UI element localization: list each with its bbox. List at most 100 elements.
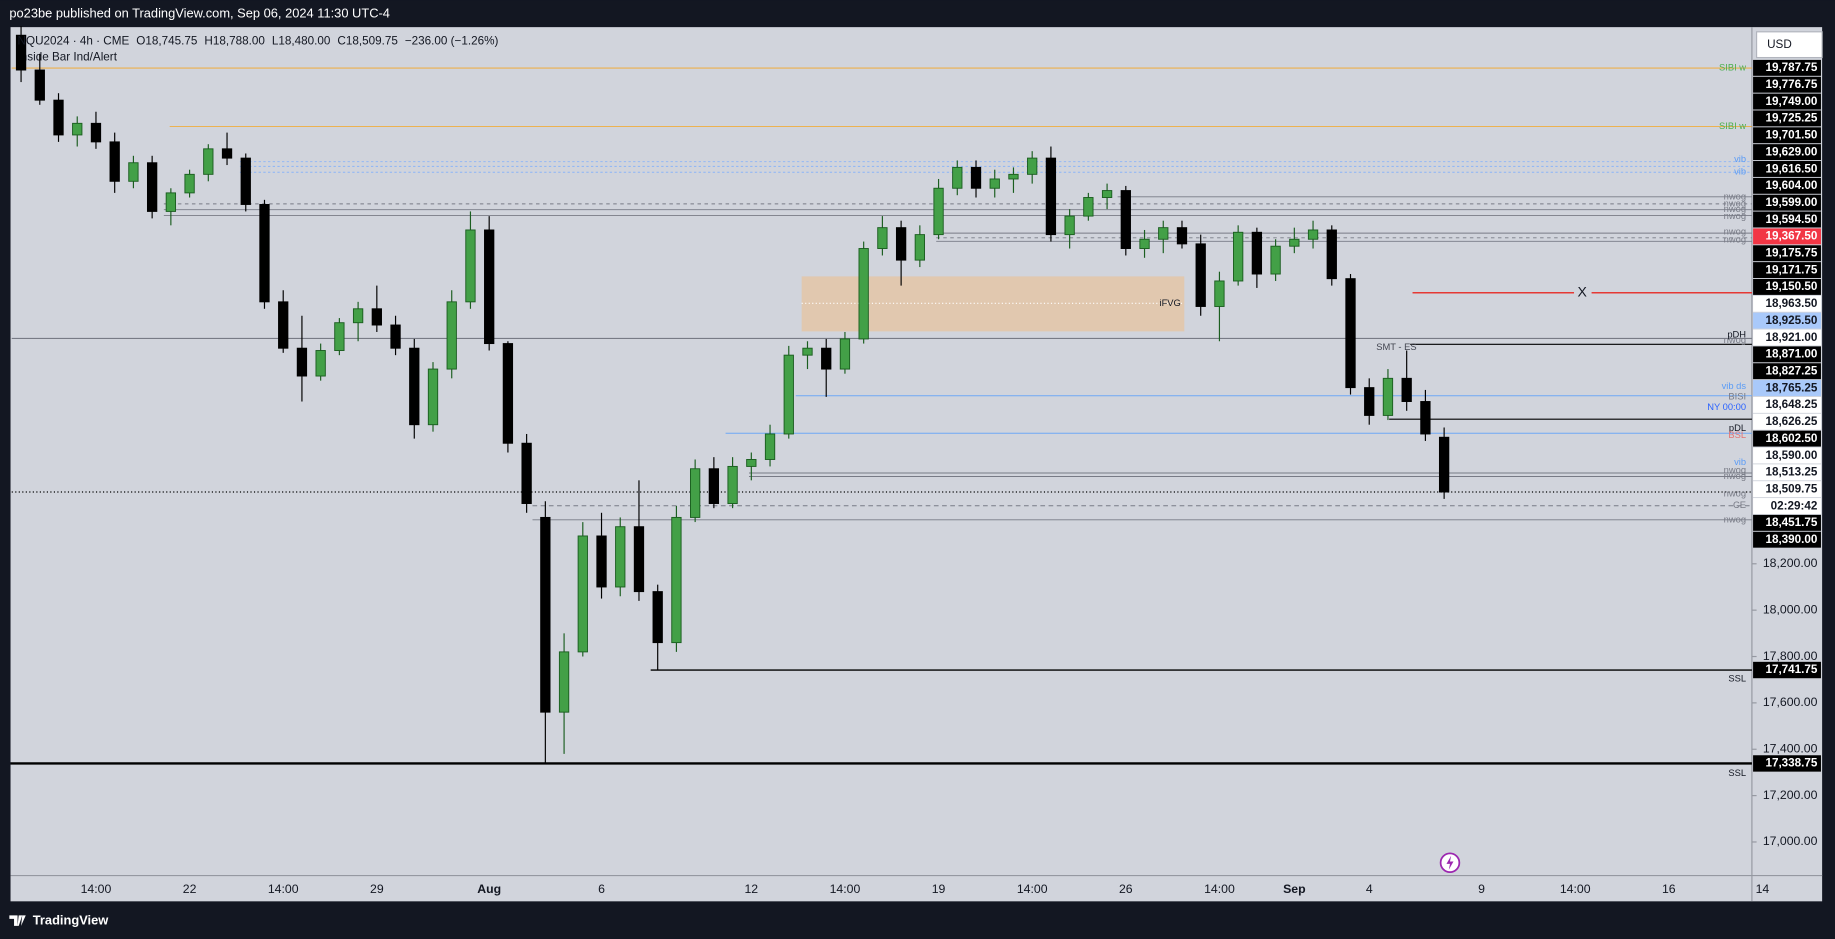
price-flag-label: 19,749.00 bbox=[1765, 95, 1817, 108]
price-flag-label: 19,367.50 bbox=[1765, 230, 1817, 243]
candle-body bbox=[821, 347, 832, 370]
candle-body bbox=[502, 343, 514, 444]
y-tick-label: 17,600.00 bbox=[1763, 695, 1818, 709]
candle-body bbox=[615, 526, 626, 588]
candle-body bbox=[109, 141, 120, 182]
annotation: SIBI w bbox=[1719, 63, 1746, 73]
price-flag bbox=[1753, 228, 1821, 245]
legend-item: NQU2024 · 4h · CME bbox=[18, 34, 130, 47]
candle-body bbox=[1438, 436, 1450, 493]
price-flag-label: 19,150.50 bbox=[1765, 280, 1817, 293]
price-flag bbox=[1753, 110, 1821, 127]
x-tick-label: 29 bbox=[370, 882, 384, 896]
price-flag-label: 19,175.75 bbox=[1765, 247, 1817, 260]
x-tick-label: 6 bbox=[598, 882, 605, 896]
price-flag-label: 18,827.25 bbox=[1765, 365, 1817, 378]
candle-body bbox=[540, 516, 551, 713]
x-tick-label: 26 bbox=[1119, 882, 1133, 896]
annotation: BISI bbox=[1728, 391, 1746, 401]
currency: USD bbox=[1767, 38, 1792, 51]
candle-body bbox=[1083, 197, 1094, 217]
legend-item: C18,509.75 bbox=[337, 34, 398, 47]
annotation: nwog bbox=[1724, 226, 1746, 236]
candle-body bbox=[1420, 401, 1431, 435]
price-flag-label: 18,390.00 bbox=[1765, 533, 1817, 546]
candle-body bbox=[783, 354, 794, 435]
legend-item: O18,745.75 bbox=[136, 34, 198, 47]
price-flag bbox=[1753, 447, 1821, 464]
annotation: nwog bbox=[1724, 514, 1746, 524]
candle-body bbox=[1195, 243, 1206, 307]
candle-body bbox=[1064, 215, 1075, 236]
annotation: SSL bbox=[1728, 673, 1746, 683]
candle-body bbox=[1158, 227, 1169, 240]
x-tick-label: 14 bbox=[1756, 882, 1770, 896]
candle-body bbox=[484, 229, 495, 345]
candle-body bbox=[90, 122, 102, 143]
price-flag bbox=[1753, 144, 1821, 161]
candle-body bbox=[1401, 377, 1412, 402]
candle-body bbox=[558, 651, 570, 713]
price-flag bbox=[1753, 93, 1821, 110]
candle-body bbox=[165, 192, 177, 212]
annotation: pDH bbox=[1727, 329, 1746, 339]
annotation: BSL bbox=[1728, 430, 1746, 440]
price-flag-label: 19,604.00 bbox=[1765, 179, 1817, 192]
x-tick-label: 14:00 bbox=[830, 882, 861, 896]
x-tick-label: 14:00 bbox=[1204, 882, 1235, 896]
annotation: iFVG bbox=[1159, 298, 1180, 308]
candle-body bbox=[970, 166, 982, 189]
candle-body bbox=[989, 178, 1000, 189]
x-tick-label: 22 bbox=[183, 882, 197, 896]
price-flag bbox=[1753, 312, 1821, 329]
candle-body bbox=[128, 162, 139, 182]
price-flag bbox=[1753, 194, 1821, 211]
price-flag bbox=[1753, 346, 1821, 363]
price-flag bbox=[1753, 380, 1821, 397]
x-tick-label: 14:00 bbox=[268, 882, 299, 896]
price-flag-label: 19,701.50 bbox=[1765, 129, 1817, 142]
annotation: vib bbox=[1734, 457, 1746, 467]
price-flag-label: 18,509.75 bbox=[1765, 482, 1817, 495]
candle-body bbox=[1307, 229, 1319, 240]
candle-body bbox=[633, 526, 645, 593]
y-tick-label: 18,200.00 bbox=[1763, 556, 1818, 570]
lightning-icon[interactable] bbox=[1439, 852, 1461, 873]
candle-body bbox=[53, 99, 64, 136]
annotation: NY 00:00 bbox=[1707, 402, 1746, 412]
candle-body bbox=[689, 468, 701, 518]
candle-body bbox=[334, 322, 345, 351]
candle-body bbox=[1345, 278, 1356, 389]
price-flag bbox=[1753, 262, 1821, 279]
x-tick-label: Sep bbox=[1283, 882, 1306, 896]
candle-body bbox=[240, 157, 251, 205]
y-tick-label: 17,800.00 bbox=[1763, 649, 1818, 663]
price-flag-label: 18,590.00 bbox=[1765, 449, 1817, 462]
candle-body bbox=[671, 516, 682, 644]
annotation: nwog bbox=[1724, 471, 1746, 481]
candle-body bbox=[1214, 280, 1225, 307]
price-flag-label: 18,871.00 bbox=[1765, 348, 1817, 361]
candle-body bbox=[146, 162, 158, 212]
publish-header: po23be published on TradingView.com, Sep… bbox=[9, 6, 390, 21]
candle-body bbox=[409, 347, 420, 426]
currency-box[interactable] bbox=[1756, 31, 1823, 59]
annotation: pDL bbox=[1729, 423, 1746, 433]
price-flag bbox=[1753, 531, 1821, 548]
price-flag bbox=[1753, 464, 1821, 481]
price-flag-label: 19,725.25 bbox=[1765, 112, 1817, 125]
x-tick-label: 14:00 bbox=[1560, 882, 1591, 896]
price-flag-label: 18,513.25 bbox=[1765, 466, 1817, 479]
price-flag-label: 19,776.75 bbox=[1765, 78, 1817, 91]
price-flag bbox=[1753, 481, 1821, 498]
price-flag-label: 18,602.50 bbox=[1765, 432, 1817, 445]
candle-body bbox=[914, 234, 925, 261]
price-flag bbox=[1753, 295, 1821, 312]
candle-body bbox=[1270, 245, 1281, 275]
annotation: SIBI w bbox=[1719, 121, 1746, 131]
level-flag bbox=[1753, 661, 1821, 679]
candle-body bbox=[858, 248, 869, 340]
candle-body bbox=[1101, 190, 1113, 198]
x-tick-label: 12 bbox=[744, 882, 758, 896]
